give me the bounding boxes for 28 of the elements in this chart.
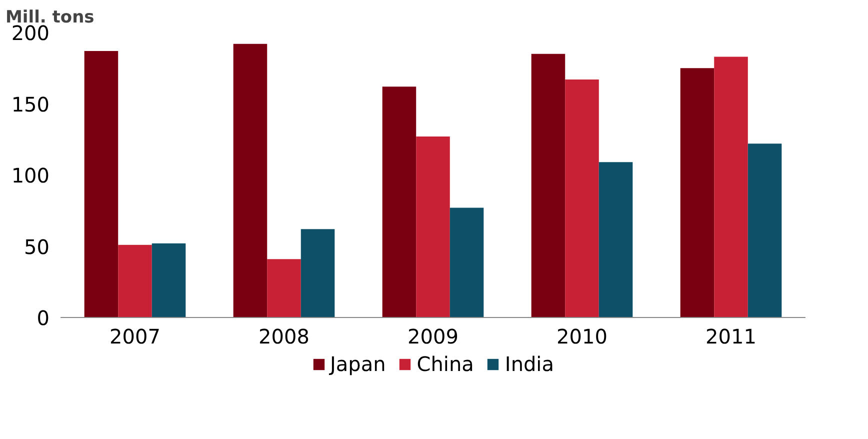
y-tick-label: 200: [11, 21, 50, 45]
y-tick-label: 50: [24, 234, 50, 259]
bar: [300, 229, 335, 318]
y-tick-label: 100: [11, 164, 50, 188]
bar: [598, 162, 633, 318]
bar: [84, 51, 118, 318]
bar: [233, 44, 268, 318]
y-tick-label: 0: [36, 306, 50, 330]
x-tick-label: 2010: [556, 324, 608, 348]
bar: [382, 86, 416, 318]
x-tick-label: 2011: [706, 324, 756, 348]
legend-label: India: [504, 352, 554, 376]
x-tick-label: 2007: [110, 324, 160, 348]
bar: [416, 136, 450, 318]
legend-label: Japan: [330, 352, 386, 376]
bar: [714, 56, 748, 318]
bar: [748, 144, 782, 318]
bar: [152, 243, 186, 318]
bar: [531, 54, 566, 318]
x-tick-label: 2009: [408, 324, 458, 348]
x-tick-label: 2008: [258, 324, 310, 348]
bar: [267, 259, 301, 318]
bar: [565, 80, 599, 318]
y-tick-label: 150: [11, 92, 50, 116]
bar: [680, 68, 714, 318]
legend-label: China: [416, 352, 474, 376]
bar: [118, 244, 152, 318]
bar: [450, 208, 484, 318]
